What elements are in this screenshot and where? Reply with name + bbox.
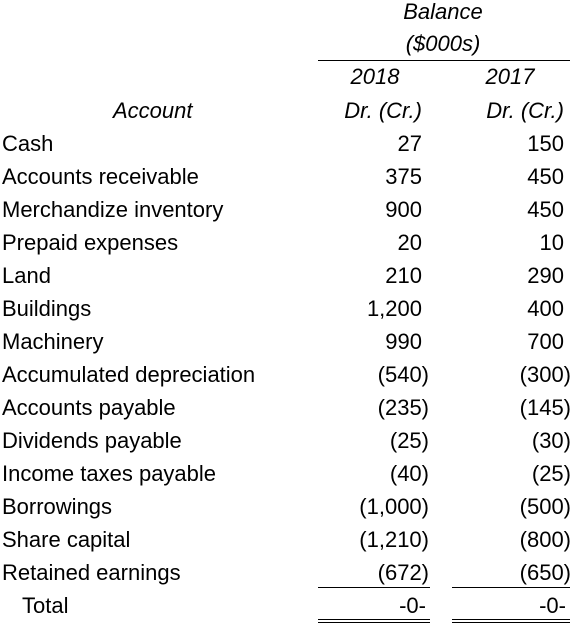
account-name: Prepaid expenses [2, 230, 179, 255]
value-2018: 375 [385, 164, 422, 189]
account-name: Income taxes payable [2, 461, 217, 486]
units-heading: ($000s) [405, 31, 481, 56]
value-2018: 27 [397, 131, 422, 156]
drcr-2018-heading: Dr. (Cr.) [344, 98, 422, 123]
account-name: Accounts receivable [2, 164, 199, 189]
account-name: Land [2, 263, 51, 288]
account-name: Cash [2, 131, 54, 156]
value-2018: 900 [385, 197, 422, 222]
subtotal-rule-2018 [318, 587, 430, 588]
year-2017-heading: 2017 [485, 64, 535, 89]
account-heading: Account [113, 98, 193, 123]
account-name: Borrowings [2, 494, 113, 519]
value-2017: 290 [527, 263, 564, 288]
value-2018: (235) [377, 395, 429, 420]
value-2018: (25) [389, 428, 429, 453]
value-2017: (800) [519, 527, 571, 552]
value-2018: (1,210) [359, 527, 429, 552]
total-double-rule-2017-a [452, 619, 570, 620]
value-2018: (672) [377, 560, 429, 585]
value-2018: 1,200 [366, 296, 422, 321]
value-2018: (540) [377, 362, 429, 387]
value-2017: 150 [527, 131, 564, 156]
value-2018: 20 [397, 230, 422, 255]
account-name: Buildings [2, 296, 92, 321]
value-2017: 450 [527, 197, 564, 222]
total-double-rule-2017-b [452, 622, 570, 623]
value-2017: (500) [519, 494, 571, 519]
account-name: Retained earnings [2, 560, 181, 585]
value-2017: (650) [519, 560, 571, 585]
subtotal-rule-2017 [452, 587, 570, 588]
value-2017: (30) [531, 428, 571, 453]
total-2017: -0- [539, 593, 566, 618]
year-2018-heading: 2018 [350, 64, 400, 89]
balance-heading: Balance [403, 0, 483, 24]
total-double-rule-2018-a [318, 619, 430, 620]
value-2018: (1,000) [359, 494, 429, 519]
total-double-rule-2018-b [318, 622, 430, 623]
value-2017: 400 [527, 296, 564, 321]
value-2017: 450 [527, 164, 564, 189]
value-2017: 700 [527, 329, 564, 354]
value-2017: (300) [519, 362, 571, 387]
account-name: Merchandize inventory [2, 197, 224, 222]
value-2017: 10 [539, 230, 564, 255]
value-2018: (40) [389, 461, 429, 486]
value-2018: 210 [385, 263, 422, 288]
account-name: Share capital [2, 527, 131, 552]
header-underline [318, 60, 570, 61]
account-name: Dividends payable [2, 428, 182, 453]
value-2017: (25) [531, 461, 571, 486]
drcr-2017-heading: Dr. (Cr.) [486, 98, 564, 123]
account-name: Accounts payable [2, 395, 176, 420]
account-name: Machinery [2, 329, 104, 354]
total-label: Total [22, 593, 69, 618]
account-name: Accumulated depreciation [2, 362, 256, 387]
value-2018: 990 [385, 329, 422, 354]
total-2018: -0- [399, 593, 426, 618]
value-2017: (145) [519, 395, 571, 420]
